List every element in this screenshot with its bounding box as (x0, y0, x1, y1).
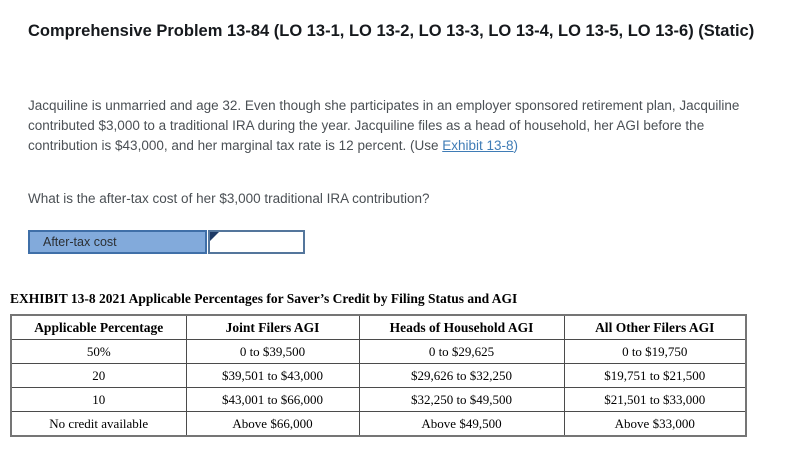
table-cell: 20 (10, 363, 187, 388)
column-header: Joint Filers AGI (185, 314, 360, 340)
table-cell: Above $33,000 (563, 411, 747, 437)
table-cell: $43,001 to $66,000 (185, 387, 360, 412)
table-row: 10 $43,001 to $66,000 $32,250 to $49,500 $2… (10, 387, 747, 412)
problem-text: Jacquiline is unmarried and age 32. Even… (28, 98, 740, 153)
problem-statement: Jacquiline is unmarried and age 32. Even… (28, 96, 768, 156)
column-header: Heads of Household AGI (358, 314, 565, 340)
column-header: All Other Filers AGI (563, 314, 747, 340)
table-cell: 0 to $19,750 (563, 339, 747, 364)
table-cell: No credit available (10, 411, 187, 437)
table-cell: 10 (10, 387, 187, 412)
question-text: What is the after-tax cost of her $3,000… (28, 191, 430, 206)
table-cell: $19,751 to $21,500 (563, 363, 747, 388)
answer-row: After-tax cost (28, 230, 305, 254)
answer-label: After-tax cost (43, 235, 117, 249)
table-cell: 0 to $29,625 (358, 339, 565, 364)
exhibit-link[interactable]: Exhibit 13-8 (442, 138, 514, 153)
table-cell: $21,501 to $33,000 (563, 387, 747, 412)
table-cell: $39,501 to $43,000 (185, 363, 360, 388)
table-cell: Above $49,500 (358, 411, 565, 437)
after-tax-cost-input[interactable] (210, 232, 303, 252)
table-header-row: Applicable Percentage Joint Filers AGI Hea… (10, 314, 747, 340)
table-cell: $32,250 to $49,500 (358, 387, 565, 412)
problem-text-after-link: ) (513, 138, 519, 153)
exhibit-title: EXHIBIT 13-8 2021 Applicable Percentages… (10, 291, 518, 306)
table-row: 50% 0 to $39,500 0 to $29,625 0 to $19,750 (10, 339, 747, 364)
exhibit-table: Applicable Percentage Joint Filers AGI Hea… (10, 314, 747, 437)
table-row: 20 $39,501 to $43,000 $29,626 to $32,250 $1… (10, 363, 747, 388)
table-cell: Above $66,000 (185, 411, 360, 437)
column-header: Applicable Percentage (10, 314, 187, 340)
table-cell: 50% (10, 339, 187, 364)
answer-input-cell (208, 230, 305, 254)
table-cell: 0 to $39,500 (185, 339, 360, 364)
table-cell: $29,626 to $32,250 (358, 363, 565, 388)
answer-label-cell: After-tax cost (28, 230, 207, 254)
page-title: Comprehensive Problem 13-84 (LO 13-1, LO… (28, 22, 755, 40)
table-row: No credit available Above $66,000 Above $4… (10, 411, 747, 437)
